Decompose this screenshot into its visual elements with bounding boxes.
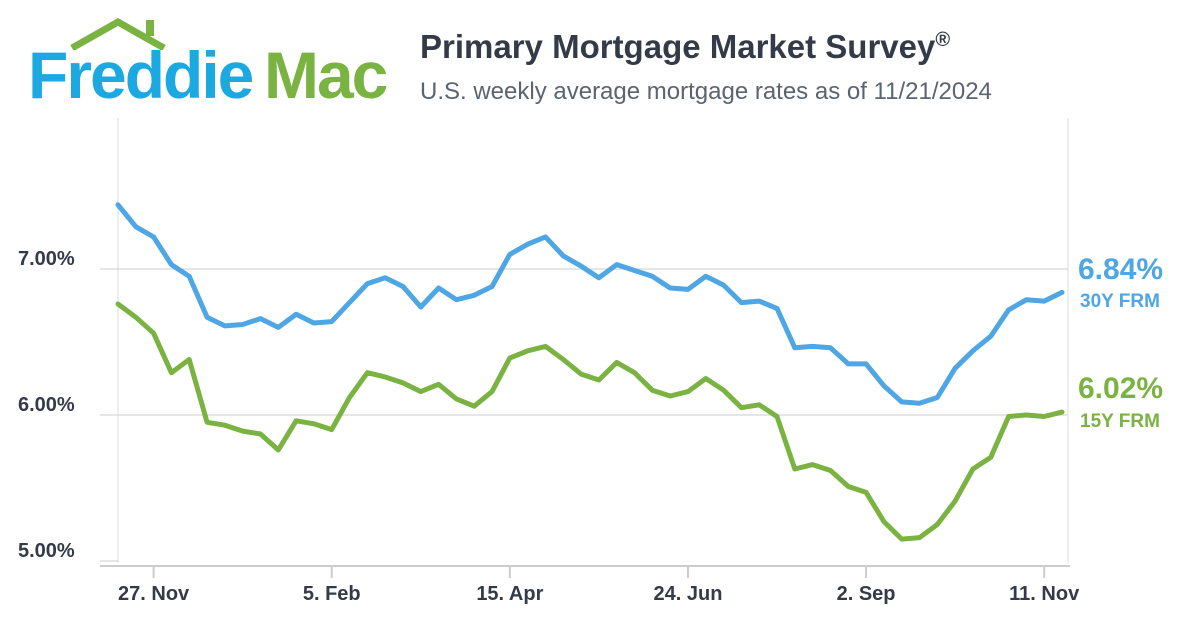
registered-mark: ® — [935, 29, 951, 51]
series-30y-name: 30Y FRM — [1080, 291, 1160, 312]
logo-freddie-text: Freddie — [28, 38, 254, 112]
series-30y-line — [115, 202, 1065, 406]
chart-subtitle: U.S. weekly average mortgage rates as of… — [420, 78, 992, 105]
x-tick-label: 5. Feb — [303, 583, 361, 605]
x-tick-label: 11. Nov — [1009, 583, 1080, 605]
logo-mac-text: Mac — [264, 38, 388, 112]
freddie-mac-logo: Freddie Mac — [26, 16, 388, 112]
house-roof-icon — [70, 17, 166, 50]
series-15y-line — [115, 301, 1065, 542]
x-tick-label: 27. Nov — [118, 583, 190, 605]
series-15y-name: 15Y FRM — [1080, 411, 1160, 432]
chart-title: Primary Mortgage Market Survey® — [420, 28, 950, 66]
chart-title-text: Primary Mortgage Market Survey — [420, 28, 936, 65]
y-tick-label: 7.00% — [18, 248, 75, 270]
series-15y-end-value: 6.02% — [1078, 372, 1164, 405]
y-tick-label: 6.00% — [18, 394, 75, 416]
x-tick-label: 15. Apr — [476, 583, 543, 605]
x-tick-label: 2. Sep — [837, 583, 896, 605]
x-tick-label: 24. Jun — [654, 583, 723, 605]
series-30y-end-value: 6.84% — [1078, 253, 1164, 286]
y-tick-label: 5.00% — [18, 540, 75, 562]
